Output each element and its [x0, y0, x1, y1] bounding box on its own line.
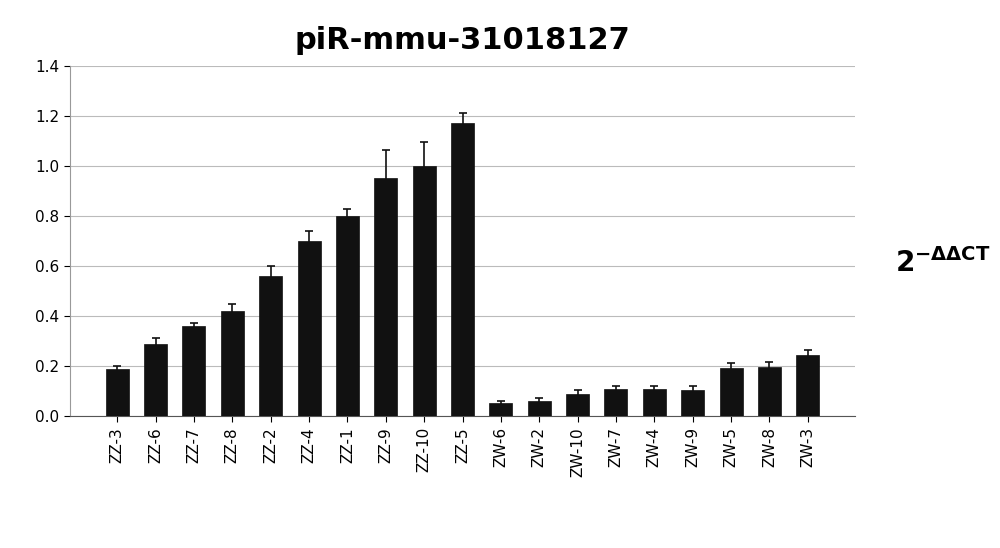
Bar: [298, 241, 321, 416]
Bar: [796, 355, 819, 416]
Bar: [144, 344, 167, 416]
Bar: [604, 390, 627, 416]
Bar: [182, 326, 205, 416]
Bar: [413, 166, 436, 416]
Text: $\mathbf{2^{-\Delta\Delta CT}}$: $\mathbf{2^{-\Delta\Delta CT}}$: [895, 248, 990, 278]
Bar: [489, 403, 512, 416]
Bar: [221, 311, 244, 416]
Title: piR-mmu-31018127: piR-mmu-31018127: [295, 26, 630, 55]
Bar: [451, 123, 474, 416]
Bar: [643, 390, 666, 416]
Bar: [720, 368, 743, 416]
Bar: [106, 369, 129, 416]
Bar: [374, 179, 397, 416]
Bar: [528, 401, 551, 416]
Bar: [681, 390, 704, 416]
Bar: [758, 367, 781, 416]
Bar: [336, 216, 359, 416]
Bar: [566, 394, 589, 416]
Bar: [259, 276, 282, 416]
